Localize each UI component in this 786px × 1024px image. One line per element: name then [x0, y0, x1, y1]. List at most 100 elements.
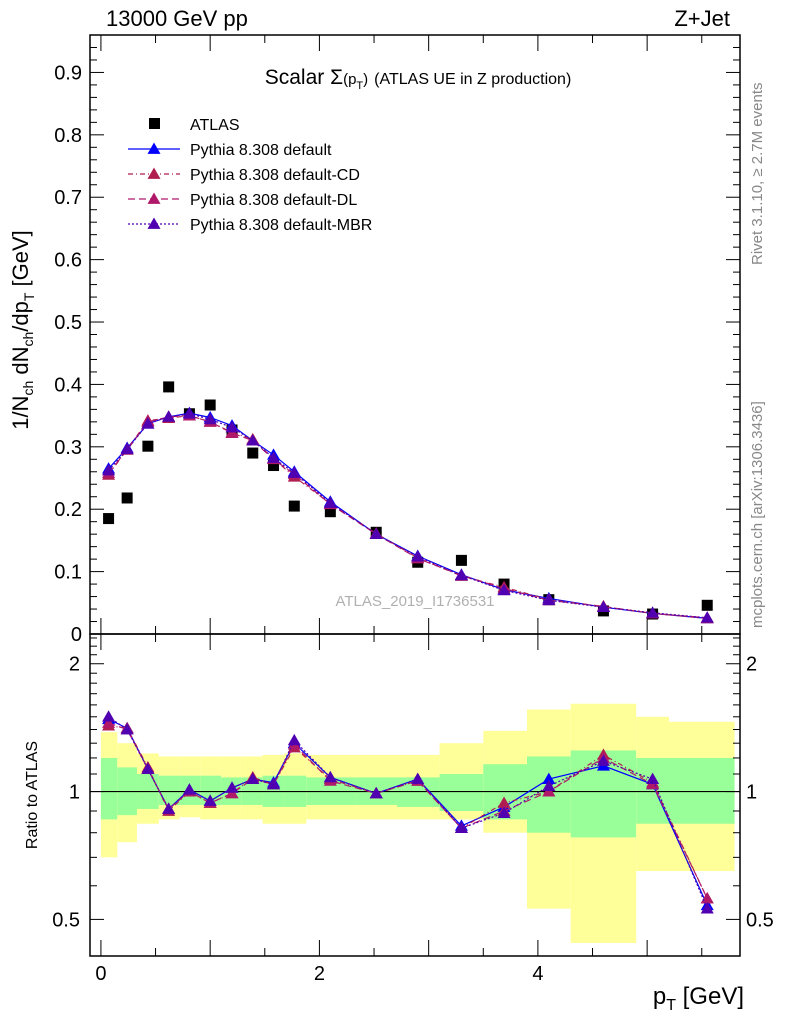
band-inner-bin [439, 773, 484, 812]
ratio-series-point [454, 821, 468, 834]
main-series-point [102, 464, 116, 476]
xlabel-unit: [GeV] [676, 983, 744, 1010]
main-ytick-label: 0.2 [54, 499, 82, 521]
ratio-series-point [225, 781, 239, 793]
main-series-point [141, 417, 155, 429]
main-series-point [246, 434, 260, 446]
atlas-data-point [103, 513, 115, 525]
atlas-data-point [455, 554, 467, 566]
main-series-point [182, 407, 196, 419]
title-rest: (ATLAS UE in Z production) [374, 71, 571, 88]
xtick-label: 4 [532, 963, 543, 985]
main-series-point [454, 568, 468, 581]
main-series-layer [102, 381, 714, 624]
legend-entry-label: ATLAS [190, 117, 240, 134]
ylabel-part-5: /dp [8, 301, 33, 332]
legend-marker-atlas [149, 118, 160, 129]
ratio-series-point [162, 802, 176, 814]
ratio-series-point [700, 902, 714, 914]
main-ytick-label: 0.5 [54, 312, 82, 334]
main-series-point [287, 466, 301, 478]
x-axis-label: pT [GeV] [653, 983, 744, 1014]
main-ytick-label: 0.9 [54, 62, 82, 84]
main-series-point [323, 496, 337, 508]
band-inner-bin [636, 757, 669, 824]
main-series-point [542, 593, 556, 606]
analysis-watermark: ATLAS_2019_I1736531 [335, 593, 494, 610]
ratio-ytick-label-right: 2 [746, 654, 757, 676]
atlas-data-point [121, 492, 133, 504]
band-inner-bin [158, 775, 180, 805]
ratio-series-point [246, 772, 260, 784]
ratio-ytick-label-right: 1 [746, 782, 757, 804]
main-series-point [369, 527, 383, 540]
ratio-series-point [646, 772, 660, 784]
ylabel-part-2: ch [20, 381, 36, 396]
main-ytick-label: 0.8 [54, 125, 82, 147]
ylabel-part-7: [GeV] [8, 230, 33, 292]
header-right: Z+Jet [674, 6, 730, 31]
mcplots-label: mcplots.cern.ch [arXiv:1306.3436] [749, 401, 766, 628]
main-series-point [497, 583, 511, 596]
main-ytick-label: 0.6 [54, 250, 82, 272]
ratio-series-point [542, 772, 556, 784]
ratio-ytick-label: 0.5 [52, 909, 80, 931]
ratio-series-point [497, 806, 511, 818]
ratio-series-point [542, 779, 556, 791]
ratio-series-point [267, 777, 281, 790]
main-series-point [203, 412, 217, 425]
atlas-data-point [268, 460, 280, 472]
xlabel-main: p [653, 983, 666, 1010]
atlas-data-point [324, 506, 336, 518]
main-series-line [108, 412, 708, 619]
ratio-series-point [369, 786, 383, 799]
atlas-data-point [288, 500, 300, 512]
ratio-series-point [102, 710, 116, 722]
title-main: Scalar Σ [265, 66, 343, 89]
ratio-frame [89, 633, 741, 957]
title-sub: (p [343, 71, 356, 88]
title-subsub: T [356, 80, 363, 92]
main-series-point [596, 600, 610, 613]
ylabel-part-6: T [21, 292, 37, 301]
atlas-data-point [204, 399, 216, 411]
legend-entry-label: Pythia 8.308 default-CD [190, 167, 360, 184]
xtick-label: 0 [95, 963, 106, 985]
atlas-data-point [247, 447, 259, 459]
atlas-data-point [142, 440, 154, 452]
main-series-line [108, 413, 708, 619]
main-ytick-label: 0.7 [54, 187, 82, 209]
legend: ATLAS Pythia 8.308 default Pythia 8.308 de… [128, 117, 372, 234]
rivet-label: Rivet 3.1.10, ≥ 2.7M events [749, 83, 766, 266]
legend-marker [147, 142, 161, 154]
main-ytick-label: 0.4 [54, 374, 82, 396]
main-series-point [411, 550, 425, 562]
title-close: ) [363, 71, 368, 88]
legend-marker [147, 217, 161, 229]
legend-marker [147, 167, 161, 179]
ratio-series-layer [102, 710, 714, 914]
ratio-series-point [120, 723, 134, 735]
ylabel-part-3: dN [8, 347, 33, 381]
band-inner-bin [668, 757, 735, 824]
main-ylabel: 1/Nch dNch/dpT [GeV] [8, 230, 37, 430]
ratio-series-point [141, 762, 155, 774]
ratio-series-point [287, 733, 301, 746]
legend-marker [147, 192, 161, 204]
main-ytick-label: 0 [71, 624, 82, 646]
main-title: Scalar Σ(pT) (ATLAS UE in Z production) [265, 66, 572, 92]
ratio-series-point [102, 716, 116, 728]
main-series-line [108, 415, 708, 619]
atlas-data-point [163, 381, 175, 393]
legend-entry-label: Pythia 8.308 default-DL [190, 192, 357, 209]
ratio-series-point [203, 794, 217, 806]
main-ytick-label: 0.3 [54, 437, 82, 459]
legend-entry-label: Pythia 8.308 default-MBR [190, 217, 372, 234]
main-series-point [646, 606, 660, 618]
main-series-point [162, 410, 176, 422]
axes: 0 0.1 0.2 0.3 0.4 0.5 0.6 0.7 0.8 0.9 0 2 4 0.5 1 2 0.5 1… [52, 34, 774, 985]
ratio-series-point [596, 754, 610, 766]
legend-entry-label: Pythia 8.308 default [190, 142, 332, 159]
ratio-series-point [497, 796, 511, 808]
ratio-series-point [182, 783, 196, 795]
